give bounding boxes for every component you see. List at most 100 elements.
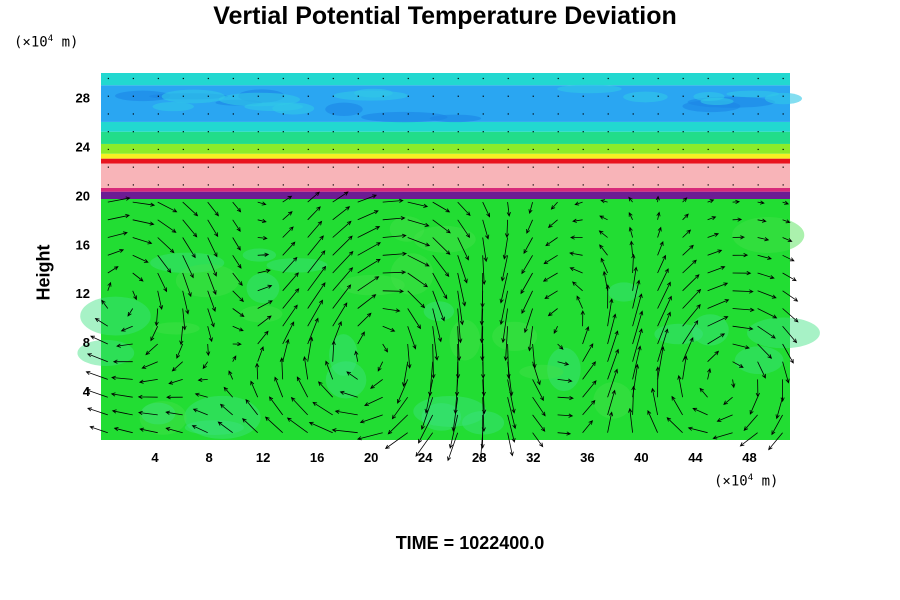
wind-vector <box>607 131 609 133</box>
wind-vector <box>782 237 793 242</box>
wind-vector <box>207 77 209 80</box>
wind-vector <box>182 77 184 80</box>
y-axis-unit: (×104 m) <box>14 34 78 51</box>
wind-vector <box>731 379 736 389</box>
wind-vector <box>87 407 108 416</box>
wind-vector <box>407 237 431 247</box>
wind-vector <box>682 197 688 203</box>
wind-vector <box>282 256 298 274</box>
wind-vector <box>607 411 614 433</box>
wind-vector <box>354 350 359 362</box>
wind-vector <box>757 361 766 379</box>
wind-vector <box>629 240 634 256</box>
wind-vector <box>165 410 183 416</box>
wind-vector <box>782 361 790 384</box>
wind-vector <box>647 409 658 433</box>
wind-vector <box>757 77 759 80</box>
wind-vector <box>457 237 469 261</box>
wind-vector <box>523 237 533 254</box>
wind-vector <box>732 361 744 368</box>
wind-vector <box>557 166 559 168</box>
wind-vector <box>382 216 406 221</box>
wind-vector <box>132 148 134 151</box>
wind-vector <box>499 290 508 325</box>
field-patch <box>140 402 176 425</box>
wind-vector <box>407 201 429 208</box>
wind-vector <box>557 361 570 366</box>
wind-vector <box>257 166 259 168</box>
wind-vector <box>264 416 283 433</box>
x-tick-label: 12 <box>256 450 270 465</box>
wind-vector <box>557 431 572 436</box>
wind-vector <box>307 299 323 327</box>
wind-vector <box>182 219 198 238</box>
wind-vector <box>557 395 574 401</box>
wind-vector <box>582 77 584 80</box>
wind-vector <box>580 310 585 327</box>
field-patch <box>184 420 244 435</box>
wind-vector <box>582 166 584 168</box>
wind-vector <box>732 95 734 97</box>
wind-vector <box>520 272 533 295</box>
wind-vector <box>557 343 564 350</box>
wind-vector <box>107 184 109 186</box>
wind-vector <box>132 254 149 263</box>
wind-vector <box>157 148 159 151</box>
wind-vector <box>553 326 558 335</box>
wind-vector <box>290 396 308 416</box>
wind-vector <box>194 392 208 398</box>
wind-vector <box>582 184 584 186</box>
wind-vector <box>357 113 359 115</box>
wind-vector <box>432 77 434 80</box>
wind-vector <box>382 184 384 186</box>
field-patch <box>218 92 301 107</box>
wind-vector <box>107 213 131 221</box>
wind-vector <box>127 308 134 317</box>
wind-vector <box>282 195 293 203</box>
wind-vector <box>507 432 514 457</box>
x-tick-label: 8 <box>205 450 212 465</box>
wind-vector <box>682 148 684 151</box>
wind-vector <box>145 343 158 356</box>
wind-vector <box>628 211 633 220</box>
wind-vector <box>132 131 134 133</box>
wind-vector <box>107 249 125 256</box>
wind-vector <box>521 290 533 315</box>
wind-vector <box>632 310 644 345</box>
wind-vector <box>150 326 159 342</box>
wind-vector <box>357 331 365 345</box>
wind-vector <box>382 251 408 256</box>
wind-vector <box>432 219 451 234</box>
wind-vector <box>257 346 264 362</box>
y-unit-exponent: 4 <box>47 34 54 44</box>
wind-vector <box>207 113 209 115</box>
wind-vector <box>607 348 619 380</box>
wind-vector <box>357 95 359 97</box>
wind-vector <box>757 218 767 223</box>
wind-vector <box>532 379 544 402</box>
wind-vector <box>455 343 461 379</box>
wind-vector <box>120 325 133 332</box>
wind-vector <box>682 355 688 380</box>
wind-vector <box>782 343 794 364</box>
wind-vector <box>526 219 533 234</box>
wind-vector <box>607 313 617 345</box>
field-band-2 <box>101 187 790 192</box>
wind-vector <box>111 409 133 416</box>
wind-vector <box>132 113 134 115</box>
wind-vector <box>782 272 797 282</box>
wind-vector <box>332 284 352 309</box>
wind-vector <box>607 184 609 186</box>
wind-vector <box>157 184 159 186</box>
wind-vector <box>632 166 634 168</box>
wind-vector <box>657 328 669 362</box>
wind-vector <box>382 270 407 275</box>
wind-vector <box>482 237 488 263</box>
wind-vector <box>632 266 638 291</box>
wind-vector <box>415 432 434 457</box>
wind-vector <box>582 148 584 151</box>
wind-vector <box>607 95 609 97</box>
wind-vector <box>480 272 485 308</box>
wind-vector <box>502 237 508 260</box>
wind-vector <box>607 113 609 115</box>
